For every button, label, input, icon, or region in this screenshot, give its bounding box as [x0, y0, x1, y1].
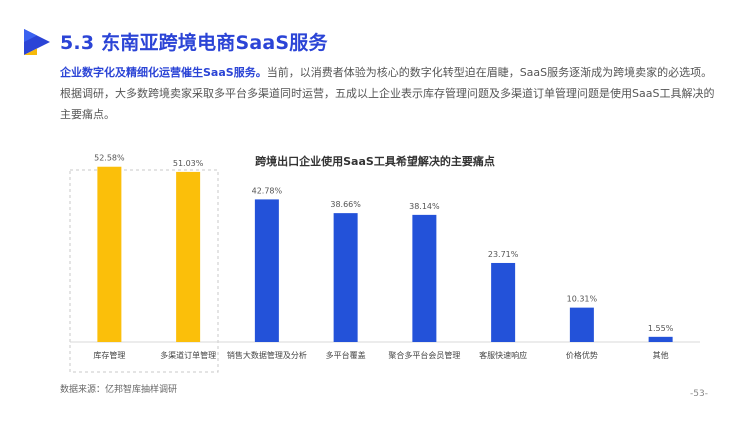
value-label-3: 38.66% — [330, 200, 361, 209]
category-label-1: 多渠道订单管理 — [160, 350, 216, 360]
value-label-6: 10.31% — [567, 295, 598, 304]
value-label-7: 1.55% — [648, 324, 674, 333]
bar-3 — [333, 213, 358, 342]
value-label-2: 42.78% — [252, 186, 283, 195]
bar-0 — [97, 166, 122, 342]
category-label-2: 销售大数据管理及分析 — [227, 350, 307, 360]
category-label-3: 多平台覆盖 — [326, 350, 366, 360]
value-label-5: 23.71% — [488, 250, 519, 259]
category-label-4: 聚合多平台会员管理 — [388, 350, 460, 360]
data-source: 数据来源：亿邦智库抽样调研 — [60, 385, 178, 395]
category-label-5: 客服快速响应 — [479, 350, 527, 360]
category-label-0: 库存管理 — [93, 350, 125, 360]
brand-logo-icon — [24, 29, 50, 55]
bar-1 — [176, 171, 201, 342]
bar-7 — [648, 336, 673, 342]
value-label-0: 52.58% — [94, 154, 125, 163]
intro-body: 当前，以消费者体验为核心的数字化转型迫在眉睫，SaaS服务逐渐成为跨境卖家的必选… — [60, 66, 715, 121]
bar-5 — [491, 262, 516, 342]
category-label-6: 价格优势 — [566, 350, 598, 360]
value-label-1: 51.03% — [173, 159, 204, 168]
bar-6 — [569, 307, 594, 342]
bar-2 — [254, 199, 279, 342]
highlight-box — [69, 169, 219, 373]
value-label-4: 38.14% — [409, 202, 440, 211]
category-label-7: 其他 — [653, 350, 669, 360]
page-number: -53- — [690, 389, 708, 399]
bar-4 — [412, 214, 437, 342]
intro-lead: 企业数字化及精细化运营催生SaaS服务。 — [60, 66, 267, 79]
chart-title: 跨境出口企业使用SaaS工具希望解决的主要痛点 — [255, 155, 495, 168]
section-title: 5.3 东南亚跨境电商SaaS服务 — [60, 32, 328, 54]
intro-paragraph: 企业数字化及精细化运营催生SaaS服务。当前，以消费者体验为核心的数字化转型迫在… — [60, 62, 720, 125]
